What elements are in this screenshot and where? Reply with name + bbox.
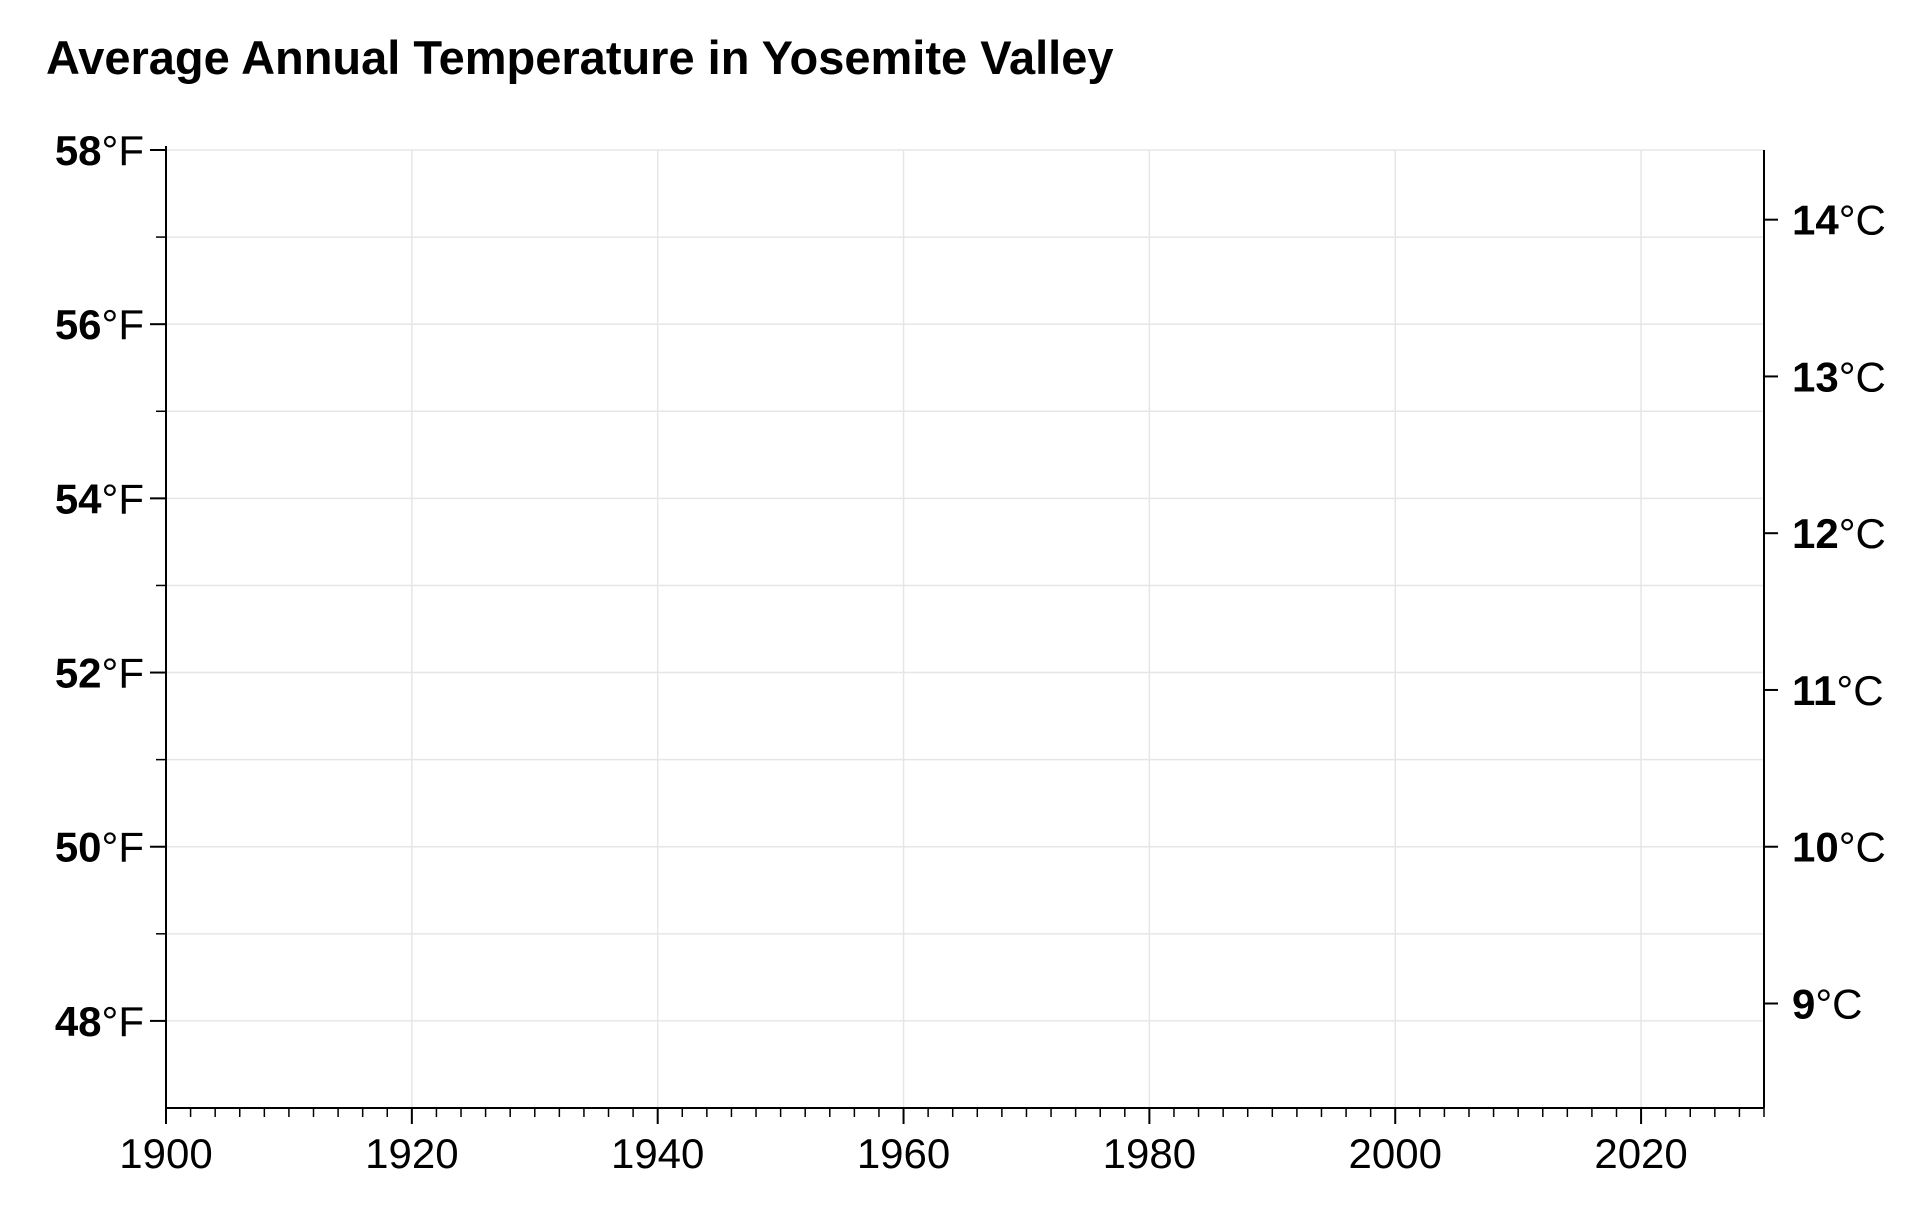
y-left-tick-number: 48: [55, 998, 102, 1045]
ticks: [150, 149, 1778, 1124]
y-left-tick-label: 50°F: [55, 824, 144, 871]
y-left-tick-label: 58°F: [55, 127, 144, 174]
chart-title: Average Annual Temperature in Yosemite V…: [46, 31, 1114, 84]
x-tick-label: 1960: [857, 1130, 950, 1177]
y-left-tick-unit: °F: [102, 475, 144, 522]
y-right-tick-label: 10°C: [1792, 824, 1886, 871]
y-right-tick-unit: °C: [1839, 824, 1886, 871]
x-tick-label: 1900: [119, 1130, 212, 1177]
grid: [166, 149, 1764, 1108]
y-left-tick-label: 56°F: [55, 301, 144, 348]
x-tick-label: 2000: [1349, 1130, 1442, 1177]
y-left-tick-number: 50: [55, 824, 102, 871]
y-left-tick-unit: °F: [102, 301, 144, 348]
y-left-tick-label: 52°F: [55, 650, 144, 697]
y-right-tick-number: 10: [1792, 824, 1839, 871]
y-left-tick-number: 58: [55, 127, 102, 174]
tick-labels: 1900 1920 1940 1960 1980 2000 202048°F50°F52°F…: [55, 127, 1886, 1177]
y-right-tick-number: 9: [1792, 980, 1815, 1027]
y-right-tick-unit: °C: [1836, 667, 1883, 714]
y-right-tick-unit: °C: [1839, 353, 1886, 400]
y-right-tick-label: 14°C: [1792, 197, 1886, 244]
y-left-tick-unit: °F: [102, 127, 144, 174]
x-tick-label: 2020: [1594, 1130, 1687, 1177]
y-right-tick-label: 13°C: [1792, 353, 1886, 400]
y-left-tick-unit: °F: [102, 650, 144, 697]
x-tick-label: 1980: [1103, 1130, 1196, 1177]
y-right-tick-unit: °C: [1839, 197, 1886, 244]
y-right-tick-unit: °C: [1815, 980, 1862, 1027]
y-right-tick-unit: °C: [1839, 510, 1886, 557]
y-right-tick-number: 14: [1792, 197, 1839, 244]
y-left-tick-label: 54°F: [55, 475, 144, 522]
y-left-tick-number: 52: [55, 650, 102, 697]
y-left-tick-unit: °F: [102, 824, 144, 871]
y-right-tick-number: 13: [1792, 353, 1839, 400]
y-right-tick-label: 11°C: [1792, 667, 1884, 714]
y-right-tick-number: 12: [1792, 510, 1839, 557]
y-left-tick-number: 54: [55, 475, 102, 522]
y-right-tick-label: 9°C: [1792, 980, 1863, 1027]
axes: [165, 146, 1765, 1109]
y-right-tick-number: 11: [1792, 667, 1836, 714]
y-right-tick-label: 12°C: [1792, 510, 1886, 557]
x-tick-label: 1920: [365, 1130, 458, 1177]
y-left-tick-number: 56: [55, 301, 102, 348]
x-tick-label: 1940: [611, 1130, 704, 1177]
y-left-tick-unit: °F: [102, 998, 144, 1045]
y-left-tick-label: 48°F: [55, 998, 144, 1045]
